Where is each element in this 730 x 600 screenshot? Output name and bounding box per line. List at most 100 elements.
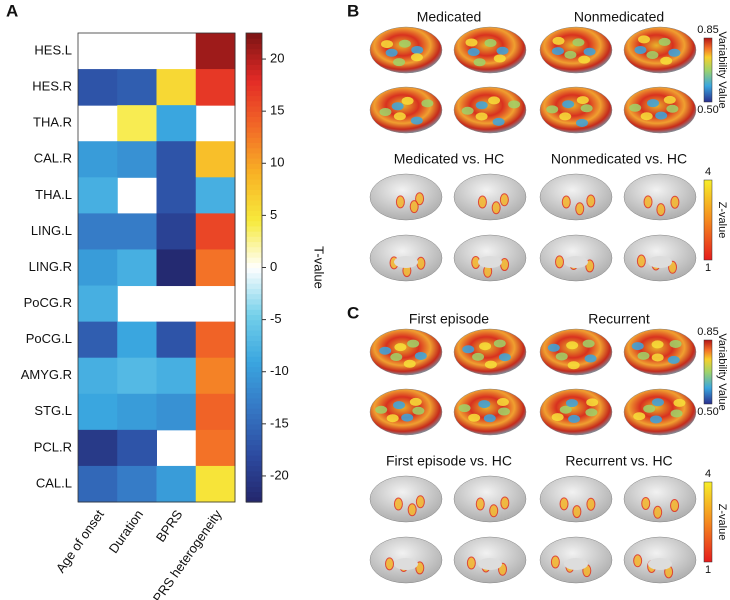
colorbar-step	[246, 319, 262, 326]
colorbar-step	[246, 481, 262, 487]
row-label: LING.L	[31, 223, 72, 238]
brain-patch	[458, 404, 471, 413]
condition-title: First episode	[409, 311, 489, 327]
brain-patch	[653, 505, 663, 519]
brain-center	[564, 256, 588, 268]
brain-patch	[391, 102, 404, 111]
brain-patch	[565, 399, 578, 408]
brain-patch	[401, 413, 414, 422]
cell	[156, 213, 197, 250]
brain-patch	[416, 256, 426, 270]
brain-patch	[472, 352, 485, 361]
row-label: PCL.R	[34, 439, 72, 454]
cell	[156, 465, 197, 503]
brain	[623, 86, 697, 134]
brain-patch	[475, 497, 485, 511]
panel-letter: A	[6, 1, 18, 20]
brain-patch	[647, 99, 660, 108]
brain-patch	[575, 202, 585, 216]
colorbar-step	[246, 309, 262, 315]
colorbar-step	[246, 48, 262, 55]
brain-center	[478, 558, 502, 570]
cell	[117, 105, 157, 142]
condition-title: Recurrent	[588, 311, 650, 327]
cell	[117, 429, 157, 467]
colorbar-step	[246, 59, 262, 65]
brain-patch	[393, 58, 406, 67]
brain	[369, 86, 443, 134]
cell	[78, 141, 118, 178]
brain-patch	[468, 413, 481, 422]
colorbar-step	[246, 79, 262, 86]
colorbar-step	[246, 69, 262, 76]
cell	[195, 249, 236, 287]
brain-patch	[637, 35, 650, 44]
row-label: THA.R	[33, 115, 72, 130]
brain-patch	[390, 353, 403, 362]
cell	[117, 393, 157, 431]
contrast-title: First episode vs. HC	[386, 453, 512, 469]
variability-bar	[703, 339, 713, 405]
brain-patch	[670, 195, 680, 209]
colorbar-tick-label: 15	[270, 103, 284, 118]
brain	[539, 26, 613, 74]
brain-patch	[488, 96, 501, 105]
colorbar-step	[246, 288, 262, 295]
brain-patch	[407, 503, 417, 517]
brain-patch	[375, 405, 388, 414]
brain	[369, 173, 443, 221]
variability-max: 0.85	[697, 24, 718, 36]
brain-patch	[562, 100, 575, 109]
brain-patch	[546, 105, 559, 114]
cell	[195, 177, 236, 214]
brain-patch	[643, 195, 653, 209]
colorbar-step	[246, 413, 262, 420]
brain-patch	[559, 405, 572, 414]
condition-title: Medicated	[417, 9, 482, 25]
colorbar-step	[246, 449, 262, 456]
brain	[453, 173, 527, 221]
brain-patch	[465, 38, 478, 47]
brain-patch	[461, 106, 474, 115]
colorbar-step	[246, 178, 262, 185]
brain-patch	[586, 194, 596, 208]
brain-patch	[415, 495, 425, 509]
colorbar-step	[246, 121, 262, 128]
colorbar-step	[246, 204, 262, 211]
colorbar-step	[246, 163, 262, 170]
colorbar-step	[246, 350, 262, 357]
brain-patch	[411, 46, 424, 54]
colorbar-step	[246, 85, 262, 91]
colorbar-step	[246, 116, 262, 123]
brain-patch	[670, 499, 680, 513]
brain	[453, 475, 527, 523]
row-label: HES.R	[32, 79, 72, 94]
colorbar-tick-label: -20	[270, 467, 289, 482]
brain-patch	[651, 340, 664, 349]
cell	[156, 177, 197, 214]
brain-patch	[410, 116, 423, 125]
colorbar-tick-label: 0	[270, 259, 277, 274]
colorbar-step	[246, 132, 262, 138]
brain-patch	[415, 192, 425, 206]
colorbar-step	[246, 439, 262, 446]
colorbar-step	[246, 267, 262, 274]
row-label: AMYG.R	[21, 367, 72, 382]
cell	[117, 141, 157, 178]
brain-patch	[395, 195, 405, 209]
colorbar-step	[246, 303, 262, 310]
colorbar-step	[246, 491, 262, 498]
cell	[195, 321, 236, 359]
colorbar-step	[246, 158, 262, 164]
variability-max: 0.85	[697, 326, 718, 338]
colorbar-step	[246, 444, 262, 451]
cell	[117, 321, 157, 359]
colorbar-step	[246, 402, 262, 409]
brain-patch	[572, 38, 585, 47]
colorbar-step	[246, 429, 262, 435]
colorbar-step	[246, 283, 262, 289]
brain-patch	[497, 407, 510, 416]
colorbar-step	[246, 257, 262, 263]
z-bar	[703, 481, 713, 563]
